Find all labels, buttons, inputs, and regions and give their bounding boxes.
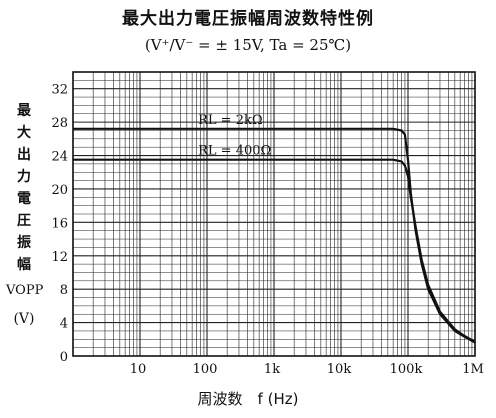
y-axis-label-char: 最 <box>17 103 31 119</box>
y-tick-label: 0 <box>60 350 68 365</box>
y-tick-label: 24 <box>51 150 68 165</box>
y-axis-label-char: 圧 <box>17 213 31 229</box>
y-axis-unit: VOPP <box>6 283 44 298</box>
series-label: RL = 2kΩ <box>198 113 263 128</box>
series-label: RL = 400Ω <box>198 144 271 159</box>
y-tick-label: 12 <box>51 250 68 265</box>
y-axis-label-char: 力 <box>17 169 31 185</box>
y-tick-label: 16 <box>51 216 68 231</box>
x-tick-label: 10k <box>327 362 352 377</box>
y-axis-label-char: 電 <box>17 191 31 207</box>
y-axis-label-char: 出 <box>17 147 31 163</box>
x-axis-label: 周波数 f (Hz) <box>197 390 299 408</box>
y-tick-label: 8 <box>60 283 68 298</box>
plot-frame <box>72 71 476 357</box>
chart-subtitle: (V⁺/V⁻ = ± 15V, Ta = 25℃) <box>144 36 352 54</box>
series-line-rl-2k <box>73 127 476 344</box>
chart-title: 最大出力電圧振幅周波数特性例 <box>122 9 374 29</box>
y-axis-label-char: 大 <box>17 125 31 141</box>
x-tick-label: 10 <box>130 362 147 377</box>
series-line-rl-400 <box>73 158 476 343</box>
y-tick-label: 4 <box>60 317 68 332</box>
y-tick-label: 20 <box>51 183 68 198</box>
y-tick-label: 28 <box>51 116 68 131</box>
y-axis-label: 最 大 出 力 電 圧 振 幅 VOPP (V) <box>6 100 44 330</box>
x-tick-label: 100k <box>390 362 423 377</box>
y-axis-label-char: 幅 <box>17 257 31 273</box>
x-tick-label: 1k <box>264 362 280 377</box>
x-tick-label: 100 <box>193 362 218 377</box>
x-tick-label: 1M <box>462 362 484 377</box>
y-axis-unit-volts: (V) <box>13 311 35 327</box>
y-tick-label: 32 <box>51 83 68 98</box>
y-axis-label-char: 振 <box>17 235 31 251</box>
